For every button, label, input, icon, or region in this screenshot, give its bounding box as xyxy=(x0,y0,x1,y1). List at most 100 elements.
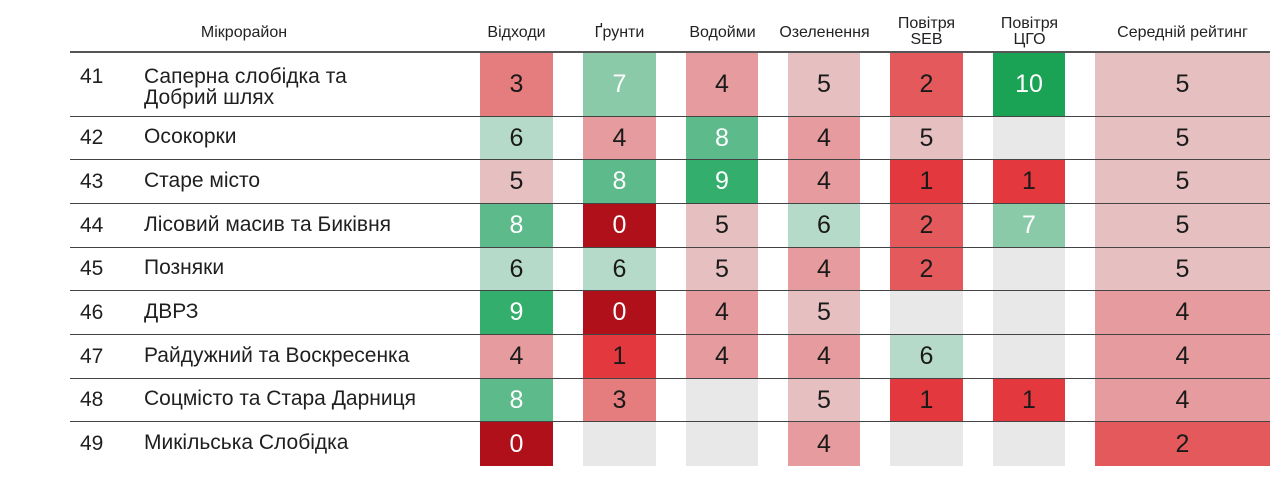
score-cell-air-cgo: 7 xyxy=(993,204,1065,247)
score-cell-average: 5 xyxy=(1095,248,1270,290)
score-cell-soil: 0 xyxy=(583,204,656,247)
header-air-cgo: Повітря ЦГО xyxy=(983,0,1076,52)
score-cell-air-seb: 1 xyxy=(890,379,963,421)
score-cell-waste: 0 xyxy=(480,422,553,466)
rank-number: 41 xyxy=(80,65,104,88)
score-cell-air-cgo xyxy=(993,117,1065,159)
score-cell-average: 5 xyxy=(1095,204,1270,247)
score-cell-air-cgo xyxy=(993,291,1065,334)
district-name-line1: Микільська Слобідка xyxy=(144,431,349,454)
score-cell-soil: 0 xyxy=(583,291,656,334)
score-cell-greenery: 4 xyxy=(788,160,860,203)
score-cell-waste: 3 xyxy=(480,53,553,116)
score-cell-average: 4 xyxy=(1095,335,1270,378)
district-name-line1: Райдужний та Воскресенка xyxy=(144,344,410,367)
score-cell-soil: 7 xyxy=(583,53,656,116)
score-cell-waste: 9 xyxy=(480,291,553,334)
score-cell-greenery: 5 xyxy=(788,291,860,334)
score-cell-air-seb: 1 xyxy=(890,160,963,203)
score-cell-greenery: 4 xyxy=(788,117,860,159)
score-cell-air-cgo: 10 xyxy=(993,53,1065,116)
district-name: Саперна слобідка та Добрий шлях xyxy=(144,66,474,108)
score-cell-water: 4 xyxy=(686,335,758,378)
header-waste: Відходи xyxy=(487,24,546,41)
score-cell-water: 4 xyxy=(686,53,758,116)
rank-number: 48 xyxy=(80,388,104,411)
score-cell-greenery: 5 xyxy=(788,379,860,421)
score-cell-soil: 1 xyxy=(583,335,656,378)
score-cell-soil: 4 xyxy=(583,117,656,159)
district-name-line1: Старе місто xyxy=(144,169,261,192)
rank-number: 47 xyxy=(80,345,104,368)
header-water: Водойми xyxy=(689,24,756,41)
score-cell-greenery: 4 xyxy=(788,335,860,378)
header-air-seb-line2: SEB xyxy=(910,31,943,48)
district-name-line1: Лісовий масив та Биківня xyxy=(144,213,392,236)
district-name-line1: ДВРЗ xyxy=(144,300,199,323)
district-name-line1: Позняки xyxy=(144,256,225,279)
score-cell-waste: 8 xyxy=(480,204,553,247)
table-row: 45 Позняки 6 6 5 4 2 5 xyxy=(0,248,1280,290)
score-cell-air-seb xyxy=(890,422,963,466)
score-cell-air-seb: 2 xyxy=(890,204,963,247)
table-row: 46 ДВРЗ 9 0 4 5 4 xyxy=(0,291,1280,334)
score-cell-water: 5 xyxy=(686,204,758,247)
rank-number: 42 xyxy=(80,126,104,149)
table-row: 43 Старе місто 5 8 9 4 1 1 5 xyxy=(0,160,1280,203)
score-cell-water xyxy=(686,422,758,466)
row-divider xyxy=(70,421,1270,422)
row-divider xyxy=(70,247,1270,248)
header-soil: Ґрунти xyxy=(594,24,645,41)
score-cell-air-cgo xyxy=(993,335,1065,378)
score-cell-waste: 5 xyxy=(480,160,553,203)
score-cell-average: 4 xyxy=(1095,379,1270,421)
row-divider xyxy=(70,334,1270,335)
header-air-seb: Повітря SEB xyxy=(880,0,973,52)
district-name: Старе місто xyxy=(144,170,474,191)
district-name: Микільська Слобідка xyxy=(144,432,474,453)
table-row: 48 Соцмісто та Стара Дарниця 8 3 5 1 1 4 xyxy=(0,379,1280,421)
rank-number: 43 xyxy=(80,170,104,193)
score-cell-average: 5 xyxy=(1095,117,1270,159)
score-cell-air-seb: 2 xyxy=(890,248,963,290)
district-name: Соцмісто та Стара Дарниця xyxy=(144,388,474,409)
header-rule xyxy=(70,51,1270,53)
header-air-cgo-line1: Повітря xyxy=(1000,15,1059,32)
score-cell-waste: 4 xyxy=(480,335,553,378)
table-row: 49 Микільська Слобідка 0 4 2 xyxy=(0,422,1280,466)
district-name: Позняки xyxy=(144,257,474,278)
row-divider xyxy=(70,116,1270,117)
rank-number: 46 xyxy=(80,301,104,324)
score-cell-waste: 6 xyxy=(480,117,553,159)
district-name: Райдужний та Воскресенка xyxy=(144,345,474,366)
header-average: Середній рейтинг xyxy=(1117,24,1248,41)
rank-number: 45 xyxy=(80,257,104,280)
table-row: 44 Лісовий масив та Биківня 8 0 5 6 2 7 5 xyxy=(0,204,1280,247)
score-cell-waste: 8 xyxy=(480,379,553,421)
table-row: 41 Саперна слобідка та Добрий шлях 3 7 4 5 2 10 5 xyxy=(0,53,1280,116)
score-cell-air-cgo: 1 xyxy=(993,160,1065,203)
score-cell-soil xyxy=(583,422,656,466)
score-cell-greenery: 5 xyxy=(788,53,860,116)
district-name: Осокорки xyxy=(144,126,474,147)
score-cell-water: 5 xyxy=(686,248,758,290)
district-name-line1: Соцмісто та Стара Дарниця xyxy=(144,387,416,410)
score-cell-air-seb: 5 xyxy=(890,117,963,159)
district-name: Лісовий масив та Биківня xyxy=(144,214,474,235)
score-cell-air-seb xyxy=(890,291,963,334)
header-district: Мікрорайон xyxy=(200,24,288,41)
score-cell-water: 4 xyxy=(686,291,758,334)
score-cell-greenery: 4 xyxy=(788,248,860,290)
score-cell-water: 9 xyxy=(686,160,758,203)
score-cell-soil: 3 xyxy=(583,379,656,421)
score-cell-soil: 6 xyxy=(583,248,656,290)
row-divider xyxy=(70,290,1270,291)
score-cell-average: 2 xyxy=(1095,422,1270,466)
header-air-seb-line1: Повітря xyxy=(897,15,956,32)
score-cell-water xyxy=(686,379,758,421)
score-cell-average: 5 xyxy=(1095,160,1270,203)
header-air-cgo-line2: ЦГО xyxy=(1013,31,1046,48)
district-name-line1: Саперна слобідка та xyxy=(144,65,347,88)
table-row: 47 Райдужний та Воскресенка 4 1 4 4 6 4 xyxy=(0,335,1280,378)
score-cell-air-cgo xyxy=(993,422,1065,466)
